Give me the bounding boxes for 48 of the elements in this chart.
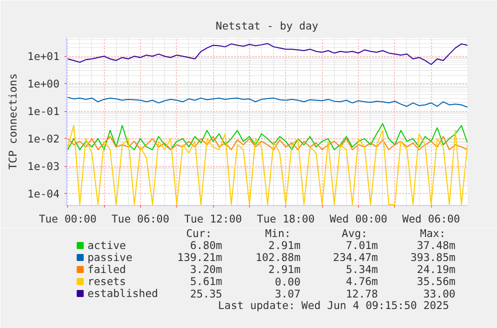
text: 2.91m [268, 239, 300, 252]
text: 33.00 [423, 288, 456, 300]
text: 139.21m [177, 251, 222, 264]
line-series [67, 136, 468, 150]
line-series [67, 123, 468, 150]
text: 0.00 [274, 276, 300, 288]
text: 12.78 [346, 288, 378, 300]
text: 25.35 [190, 288, 222, 300]
text: 24.19m [416, 263, 456, 276]
legend-label: passive [87, 251, 132, 264]
text: 102.88m [256, 251, 300, 264]
text: 5.34m [346, 263, 378, 276]
text: 2.91m [268, 263, 300, 276]
y-tick-label: 1e-03 [27, 160, 60, 174]
line-series [67, 43, 468, 65]
legend-label: failed [87, 263, 126, 276]
text: 5.61m [190, 275, 222, 288]
text: Min: [265, 227, 291, 240]
y-tick-label: 1e-01 [27, 105, 60, 118]
x-tick-label: Tue 12:00 [184, 212, 242, 226]
x-tick-label: Wed 06:00 [402, 212, 460, 226]
text: 3.20m [190, 263, 222, 276]
text: 35.56m [416, 275, 456, 288]
line-series [67, 96, 468, 108]
text: Cur: [186, 227, 212, 240]
legend-label: resets [87, 275, 126, 288]
x-tick-label: Wed 00:00 [330, 212, 388, 226]
y-tick-label: 1e+01 [27, 50, 60, 64]
text: Avg: [342, 227, 368, 240]
y-tick-label: 1e+00 [27, 78, 60, 91]
text: 234.47m [333, 251, 378, 264]
x-tick-label: Tue 00:00 [38, 212, 97, 226]
text: 393.85m [410, 251, 456, 264]
text: 3.07 [274, 288, 300, 300]
chart-title: Netstat - by day [216, 20, 318, 32]
x-tick-label: Tue 18:00 [256, 212, 315, 226]
legend-label: established [87, 287, 158, 300]
text: 6.80m [190, 239, 222, 252]
text: Last update: Wed Jun 4 09:15:50 2025 [218, 299, 449, 312]
text: 37.48m [416, 239, 456, 252]
x-tick-label: Tue 06:00 [112, 212, 170, 226]
text: Max: [420, 227, 446, 240]
text: 4.76m [346, 275, 378, 288]
y-axis-title: TCP connections [6, 73, 20, 170]
y-tick-label: 1e-04 [27, 188, 60, 201]
legend-label: active [87, 239, 126, 252]
y-tick-label: 1e-02 [27, 132, 60, 146]
text: 7.01m [346, 239, 378, 252]
